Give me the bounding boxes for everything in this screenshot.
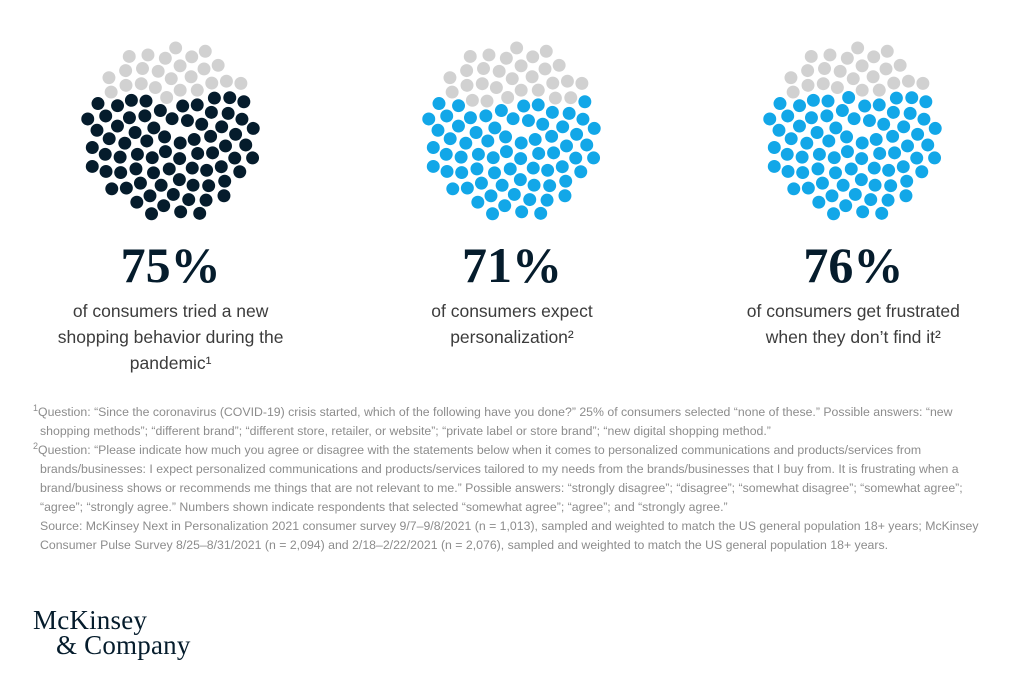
footnote-2: 2Question: “Please indicate how much you…	[33, 441, 991, 517]
stat-percentage: 75%	[120, 237, 221, 293]
footnote-1: 1Question: “Since the coronavirus (COVID…	[33, 403, 991, 441]
dot-circle-chart-75	[80, 41, 260, 221]
footnote-1-text: Question: “Since the coronavirus (COVID-…	[38, 405, 953, 438]
stat-caption: of consumers tried a new shopping behavi…	[57, 301, 284, 373]
dot-circle-chart-76	[763, 41, 943, 221]
footnotes-section: 1Question: “Since the coronavirus (COVID…	[33, 403, 991, 555]
mckinsey-company-logo: McKinsey & Company	[33, 605, 191, 660]
dot-circle-chart-71	[422, 41, 601, 221]
stat-caption: of consumers get frustrated when they do…	[746, 301, 960, 347]
footnote-2-marker: 2	[33, 441, 39, 451]
stat-caption: of consumers expect personalization²	[431, 301, 593, 347]
logo-line-2: & Company	[56, 630, 191, 660]
stat-column-get-frustrated: 76% of consumers get frustrated when the…	[683, 33, 1024, 376]
stat-percentage: 76%	[803, 237, 904, 293]
stat-column-expect-personalization: 71% of consumers expect personalization²	[341, 33, 682, 376]
source-note: Source: McKinsey Next in Personalization…	[40, 519, 979, 552]
stats-row: 75% of consumers tried a new shopping be…	[0, 33, 1024, 376]
stat-percentage: 71%	[461, 237, 562, 293]
logo-line-1: McKinsey	[33, 605, 148, 635]
stat-column-new-shopping-behavior: 75% of consumers tried a new shopping be…	[0, 33, 341, 376]
footnote-2-text: Question: “Please indicate how much you …	[38, 443, 963, 514]
footnote-1-marker: 1	[33, 403, 39, 413]
